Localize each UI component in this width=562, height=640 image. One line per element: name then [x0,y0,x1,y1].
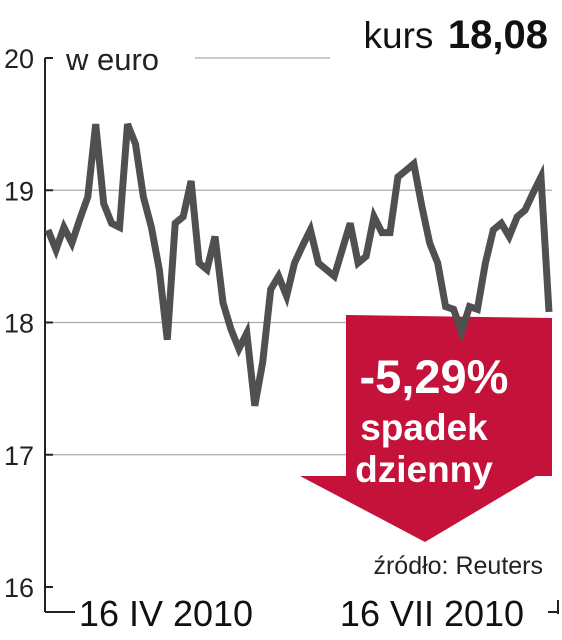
unit-label: w euro [65,42,159,77]
source-note: źródło: Reuters [373,552,543,580]
down-arrow-shape [300,315,552,542]
axes [44,58,559,614]
kurs-value: 18,08 [448,13,548,57]
y-tick-labels: 16 17 18 19 20 [4,44,34,603]
daily-change: -5,29% [360,350,509,403]
xtick-label-0: 16 IV 2010 [79,593,253,634]
series-line-0 [44,122,553,407]
ytick-label-19: 19 [4,176,34,206]
drop-badge: -5,29% spadek dzienny [300,315,552,542]
kurs-label: kurs [364,15,434,56]
xtick-label-1: 16 VII 2010 [340,593,524,634]
badge-line1: spadek [360,407,488,448]
ytick-label-16: 16 [4,573,34,603]
ytick-label-18: 18 [4,309,34,339]
ytick-label-17: 17 [4,441,34,471]
ytick-label-20: 20 [4,44,34,74]
x-tick-labels: 16 IV 2010 16 VII 2010 [79,593,524,634]
series [44,122,553,407]
kurs-readout: kurs 18,08 [364,13,548,57]
badge-line2: dzienny [355,449,493,490]
